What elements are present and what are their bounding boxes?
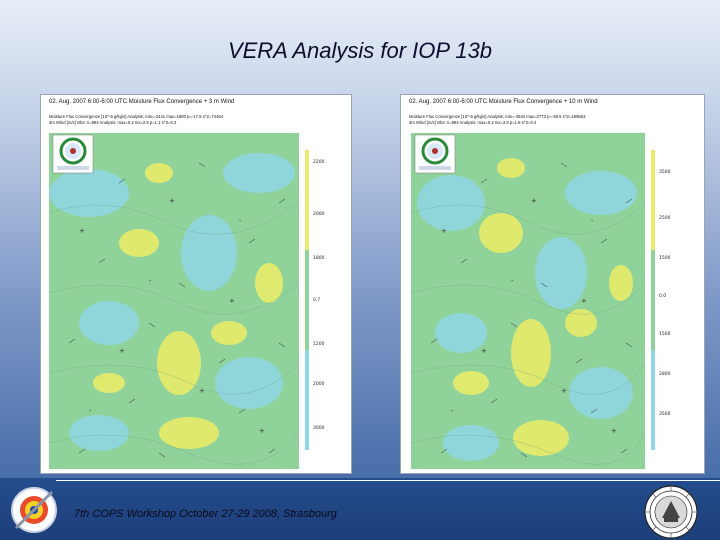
svg-text:+: +: [611, 427, 617, 435]
svg-text:+: +: [229, 297, 235, 305]
footer-divider: [56, 480, 720, 481]
scale-tick: 2200: [313, 160, 325, 165]
svg-text:-: -: [149, 277, 152, 285]
panel-title: 02. Aug. 2007 6:00-6:00 UTC Moisture Flu…: [49, 99, 235, 105]
svg-text:+: +: [441, 227, 447, 235]
svg-text:+: +: [79, 227, 85, 235]
scale-tick: 3500: [659, 170, 671, 175]
panel-title: 02. Aug. 2007 6:00-6:00 UTC Moisture Flu…: [409, 99, 598, 105]
svg-text:+: +: [561, 387, 567, 395]
vera-logo-icon: [52, 134, 94, 174]
svg-text:+: +: [481, 347, 487, 355]
panel-info-line: Moisture Flux Convergence [10^-6 g/kg/s]…: [49, 114, 224, 119]
scale-tick: 0.7: [313, 298, 321, 303]
vera-logo-icon: [414, 134, 456, 174]
svg-text:+: +: [199, 387, 205, 395]
svg-text:-: -: [511, 277, 514, 285]
cops-logo-icon: [11, 487, 57, 533]
panel-header: 02. Aug. 2007 6:00-6:00 UTC Moisture Flu…: [401, 95, 704, 133]
scale-tick: 1800: [313, 256, 325, 261]
flux-convergence-map: + + + + + + - - -: [411, 133, 645, 469]
flux-convergence-map: + + + + + + - - -: [49, 133, 299, 469]
scale-tick: 2000: [313, 382, 325, 387]
footer-bar: [0, 478, 720, 540]
scale-tick: 3000: [313, 426, 325, 431]
svg-text:+: +: [581, 297, 587, 305]
scale-tick: 2500: [659, 216, 671, 221]
svg-text:+: +: [259, 427, 265, 435]
panel-info-line: 3m Wind [m/s] Obs: n=894 Analysis: max=0…: [49, 120, 177, 125]
analysis-panel-left: 02. Aug. 2007 6:00-6:00 UTC Moisture Flu…: [40, 94, 352, 474]
scale-tick: 1500: [659, 332, 671, 337]
svg-text:-: -: [89, 407, 92, 415]
svg-text:+: +: [531, 197, 537, 205]
panel-info-line: 3m Wind [m/s] Obs: n=894 Analysis: max=0…: [409, 120, 537, 125]
svg-text:+: +: [169, 197, 175, 205]
svg-text:-: -: [451, 407, 454, 415]
color-scale: 2200 2000 1800 0.7 1200 2000 3000: [305, 150, 345, 450]
panel-info-line: Moisture Flux Convergence [10^-6 g/kg/s]…: [409, 114, 586, 119]
scale-tick: 1200: [313, 342, 325, 347]
slide-title: VERA Analysis for IOP 13b: [227, 38, 493, 63]
scale-tick: 2000: [313, 212, 325, 217]
scale-tick: 3500: [659, 412, 671, 417]
scale-tick: 1500: [659, 256, 671, 261]
svg-text:-: -: [239, 217, 242, 225]
scale-tick: 0.0: [659, 294, 667, 299]
svg-text:+: +: [119, 347, 125, 355]
color-scale: 3500 2500 1500 0.0 1500 2800 3500: [651, 150, 695, 450]
analysis-panel-right: 02. Aug. 2007 6:00-6:00 UTC Moisture Flu…: [400, 94, 705, 474]
footer-text: 7th COPS Workshop October 27-29 2008, St…: [74, 508, 337, 520]
scale-tick: 2800: [659, 372, 671, 377]
svg-text:-: -: [591, 217, 594, 225]
university-seal-icon: [644, 485, 698, 539]
panel-header: 02. Aug. 2007 6:00-6:00 UTC Moisture Flu…: [41, 95, 351, 133]
